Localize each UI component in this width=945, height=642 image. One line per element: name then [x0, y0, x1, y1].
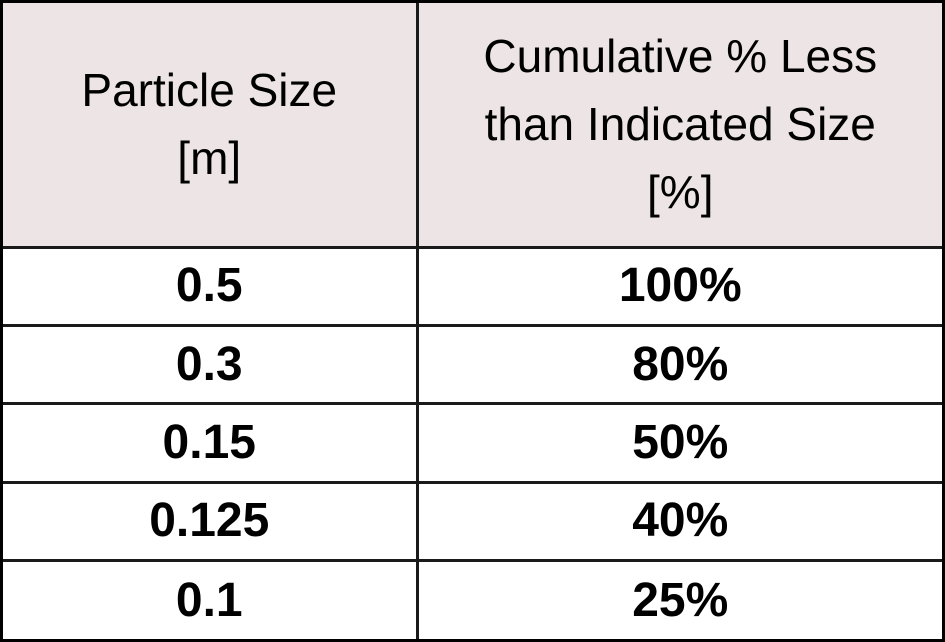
- cumulative-percent-cell: 100%: [415, 245, 942, 327]
- table-row: 0.15 50%: [3, 402, 942, 484]
- table-header-row: Particle Size [m] Cumulative % Less than…: [3, 3, 942, 249]
- cumulative-percent-cell: 50%: [415, 402, 942, 484]
- table-row: 0.1 25%: [3, 559, 942, 639]
- cumulative-percent-cell: 40%: [415, 480, 942, 563]
- cumulative-percent-cell: 80%: [415, 323, 942, 406]
- table-row: 0.5 100%: [3, 245, 942, 327]
- particle-size-cell: 0.15: [3, 402, 419, 484]
- particle-size-cell: 0.3: [3, 323, 419, 406]
- header-cumulative-percent-line-2: than Indicated Size: [484, 98, 876, 151]
- particle-size-cell: 0.1: [3, 559, 419, 639]
- particle-size-cell: 0.5: [3, 245, 419, 327]
- header-particle-size-line-2: [m]: [177, 132, 242, 185]
- header-particle-size: Particle Size [m]: [3, 3, 419, 249]
- header-cumulative-percent-line-1: Cumulative % Less: [483, 30, 878, 83]
- header-particle-size-line-1: Particle Size: [81, 64, 338, 117]
- particle-size-cell: 0.125: [3, 480, 419, 563]
- table-row: 0.125 40%: [3, 480, 942, 563]
- header-cumulative-percent: Cumulative % Less than Indicated Size [%…: [415, 3, 942, 249]
- cumulative-percent-cell: 25%: [415, 559, 942, 639]
- table-row: 0.3 80%: [3, 323, 942, 406]
- particle-size-distribution-table: Particle Size [m] Cumulative % Less than…: [3, 3, 942, 639]
- header-cumulative-percent-line-3: [%]: [647, 166, 714, 219]
